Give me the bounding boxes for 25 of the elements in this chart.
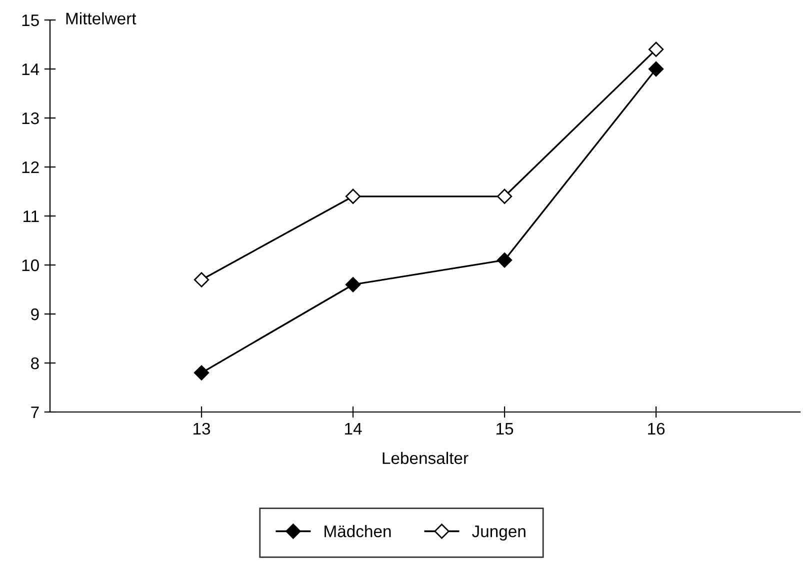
- y-tick-label: 13: [22, 112, 39, 124]
- y-tick-label: 9: [31, 308, 39, 320]
- point: [496, 252, 512, 268]
- x-tick-label: 16: [648, 422, 665, 435]
- x-tick-label: 14: [345, 423, 362, 434]
- y-tick-label: 15: [22, 14, 39, 26]
- y-tick-label: 14: [22, 64, 40, 76]
- point: [194, 365, 210, 380]
- y-tick-label: 7: [31, 406, 39, 418]
- point: [194, 272, 210, 288]
- point: [496, 188, 512, 204]
- y-tick-label: 10: [22, 259, 39, 272]
- y-tick-label: 8: [31, 357, 39, 370]
- point: [345, 277, 361, 292]
- y-axis-title: Mittelwert: [66, 12, 136, 24]
- legend-label: Mädchen: [324, 525, 391, 538]
- point: [648, 61, 664, 77]
- legend-label: Jungen: [472, 526, 526, 541]
- x-tick-label: 13: [194, 422, 210, 435]
- x-axis-title: Lebensalter: [382, 452, 468, 464]
- x-tick-label: 15: [496, 423, 514, 435]
- y-tick-label: 11: [24, 210, 39, 222]
- y-tick-label: 12: [22, 161, 39, 174]
- point: [345, 188, 361, 204]
- point: [648, 42, 664, 57]
